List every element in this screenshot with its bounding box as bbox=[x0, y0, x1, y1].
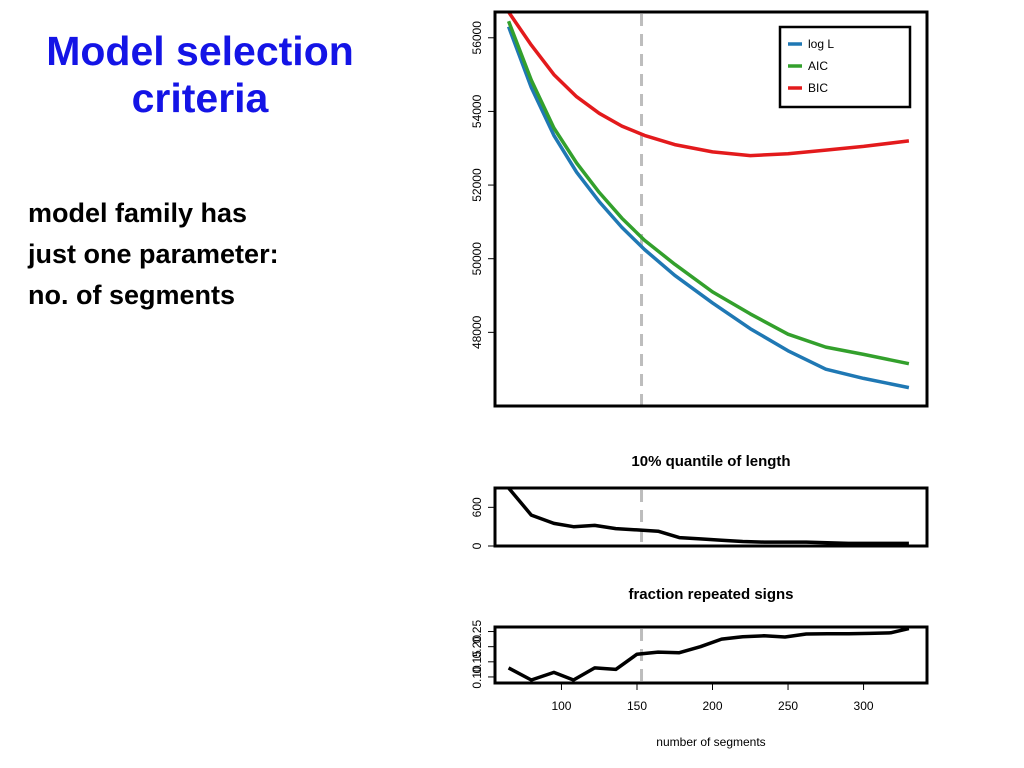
series-line-1 bbox=[507, 627, 910, 682]
x-tick-label: 250 bbox=[778, 699, 798, 713]
chart-title: fraction repeated signs bbox=[628, 586, 793, 603]
slide-title-line-2: criteria bbox=[131, 75, 269, 121]
y-tick-label: 50000 bbox=[470, 242, 484, 276]
y-tick-label: 0.15 bbox=[470, 650, 484, 674]
chart-panel-3: fraction repeated signs 0.100.150.200.25 1… bbox=[470, 586, 929, 749]
series-line-aic bbox=[506, 20, 910, 366]
y-tick-label: 0.25 bbox=[470, 620, 484, 644]
plot-frame bbox=[493, 486, 929, 548]
body-line-2: just one parameter: bbox=[28, 239, 279, 269]
slide-title: Model selection criteria bbox=[0, 28, 400, 122]
y-tick-label: 0.10 bbox=[470, 665, 484, 689]
slide-body-text: model family has just one parameter: no.… bbox=[28, 193, 408, 316]
x-tick-label: 100 bbox=[551, 699, 571, 713]
plot-frame bbox=[493, 10, 929, 408]
x-tick-label: 150 bbox=[627, 699, 647, 713]
chart-title: 10% quantile of length bbox=[631, 453, 790, 470]
chart-panel-2: 10% quantile of length 0 600 bbox=[470, 453, 929, 549]
plot-frame bbox=[493, 625, 929, 685]
legend-label: BIC bbox=[808, 81, 828, 95]
series-line-bic bbox=[507, 12, 910, 158]
y-tick-label: 52000 bbox=[470, 168, 484, 202]
legend-label: AIC bbox=[808, 59, 828, 73]
series-line-log-l bbox=[506, 26, 910, 390]
legend: log L AIC BIC bbox=[778, 25, 912, 109]
slide-title-line-1: Model selection bbox=[46, 28, 354, 74]
x-axis-label: number of segments bbox=[656, 735, 765, 749]
y-tick-label: 54000 bbox=[470, 94, 484, 128]
y-tick-label: 600 bbox=[470, 497, 484, 517]
body-line-3: no. of segments bbox=[28, 280, 236, 310]
y-tick-label: 56000 bbox=[470, 21, 484, 55]
y-tick-label: 0.20 bbox=[470, 635, 484, 659]
series-line-1 bbox=[507, 488, 909, 546]
chart-panel-1: 48000 50000 52000 54000 56000 log L AIC BIC bbox=[470, 10, 929, 408]
legend-label: log L bbox=[808, 37, 834, 51]
x-tick-label: 300 bbox=[854, 699, 874, 713]
body-line-1: model family has bbox=[28, 198, 248, 228]
y-tick-label: 0 bbox=[470, 542, 484, 549]
x-tick-label: 200 bbox=[702, 699, 722, 713]
y-tick-label: 48000 bbox=[470, 315, 484, 349]
